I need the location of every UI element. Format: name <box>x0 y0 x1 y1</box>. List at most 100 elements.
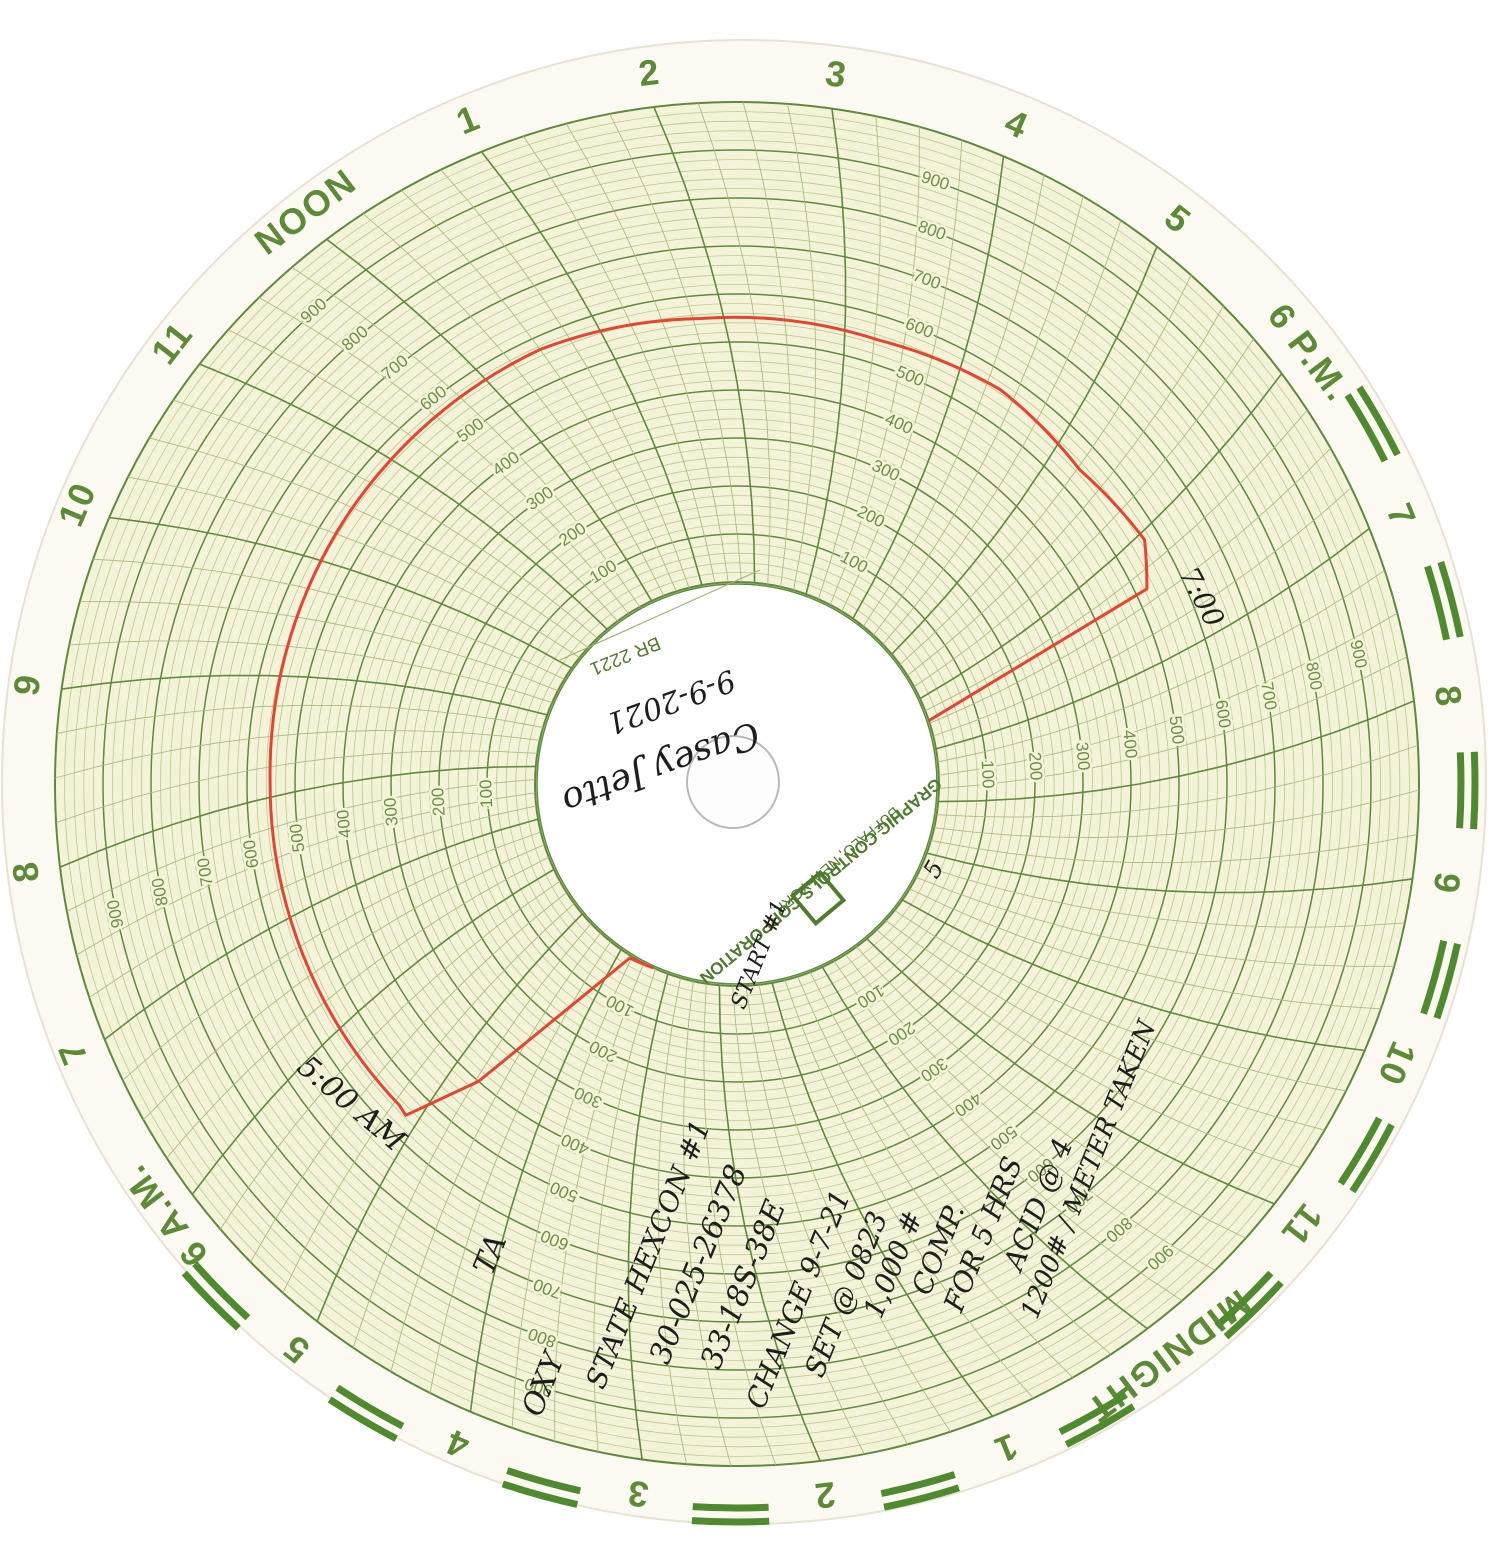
minor-grid-circle <box>217 264 1257 1304</box>
minor-grid-circle <box>179 226 1295 1342</box>
minor-grid-circle <box>141 188 1333 1380</box>
time-grid-line <box>919 373 1283 700</box>
minor-grid-circle <box>313 360 1161 1208</box>
scale-label: 800 <box>148 876 172 907</box>
minor-time-line <box>250 892 567 1263</box>
logo-box <box>789 869 847 927</box>
center-hole <box>686 735 780 829</box>
minor-time-line <box>817 116 881 600</box>
minor-grid-circle <box>496 543 978 1025</box>
time-grid-line <box>61 674 548 716</box>
minor-grid-circle <box>352 399 1122 1169</box>
minor-time-line <box>845 954 1216 1271</box>
minor-time-line <box>697 102 771 585</box>
grid-circle <box>342 389 1132 1179</box>
time-grid-line <box>935 527 1370 750</box>
time-grid-line <box>771 982 994 1417</box>
night-bar <box>1223 1280 1284 1340</box>
night-bar <box>692 1503 769 1512</box>
axis-limit-circle <box>534 581 940 987</box>
minor-time-line <box>938 612 1398 776</box>
time-grid-line <box>469 949 622 1412</box>
minor-time-line <box>758 984 951 1432</box>
minor-grid-circle <box>189 236 1285 1332</box>
time-grid-line <box>59 765 536 868</box>
time-grid-line <box>718 985 821 1462</box>
time-grid-line <box>866 938 1275 1205</box>
minor-time-line <box>127 476 580 658</box>
minor-time-line <box>565 123 729 583</box>
minor-grid-circle <box>515 562 959 1006</box>
minor-time-line <box>930 834 1418 864</box>
night-bar <box>1437 561 1464 638</box>
minor-grid-circle <box>371 418 1103 1150</box>
time-grid-line <box>191 868 555 1195</box>
minor-time-line <box>894 910 1347 1092</box>
minor-grid-circle <box>380 427 1094 1141</box>
hour-label: 2 <box>636 51 663 94</box>
hour-label: 2 <box>811 1474 838 1517</box>
minor-time-line <box>523 136 716 584</box>
minor-time-line <box>899 275 1192 665</box>
scale-label: 300 <box>1072 741 1093 771</box>
minor-time-line <box>56 704 544 734</box>
night-bar <box>1470 751 1479 830</box>
scale-label: 600 <box>1212 699 1235 730</box>
minor-grid-circle <box>227 274 1247 1294</box>
minor-time-line <box>291 266 641 608</box>
minor-time-line <box>913 338 1255 688</box>
minor-grid-circle <box>505 552 969 1016</box>
minor-time-line <box>787 103 817 591</box>
time-grid-line <box>891 246 1158 655</box>
minor-time-line <box>921 864 1405 928</box>
minor-grid-circle <box>64 111 1410 1457</box>
minor-time-line <box>362 213 665 596</box>
minor-grid-circle <box>304 351 1170 1217</box>
scale-label: 400 <box>333 809 355 839</box>
minor-grid-circle <box>73 120 1401 1448</box>
time-grid-line <box>109 516 572 669</box>
night-bar <box>192 1261 251 1321</box>
minor-time-line <box>784 980 1034 1399</box>
minor-time-line <box>511 956 633 1428</box>
scale-label: 600 <box>240 839 263 870</box>
minor-time-line <box>173 399 598 639</box>
minor-grid-circle <box>83 130 1391 1438</box>
minor-time-line <box>882 220 1122 645</box>
time-grid-line <box>480 151 703 586</box>
night-bar <box>335 1384 405 1430</box>
minor-time-line <box>400 190 677 592</box>
time-grid-line <box>902 899 1365 1052</box>
minor-time-line <box>609 113 742 583</box>
time-grid-line <box>938 700 1415 803</box>
night-bar <box>1344 393 1389 463</box>
grid-circle <box>102 149 1372 1419</box>
time-grid-line <box>653 106 756 583</box>
night-bar <box>1424 565 1450 641</box>
minor-grid-circle <box>93 140 1381 1428</box>
minor-time-line <box>885 920 1325 1131</box>
minor-time-line <box>149 437 589 648</box>
minor-time-line <box>683 981 732 1467</box>
minor-time-line <box>933 487 1352 737</box>
minor-grid-circle <box>121 168 1353 1400</box>
minor-time-line <box>916 876 1395 967</box>
grid-circle <box>198 245 1276 1323</box>
night-bar <box>883 1484 960 1511</box>
minor-time-line <box>352 923 592 1348</box>
time-grid-line <box>199 363 608 630</box>
time-grid-line <box>326 238 653 602</box>
time-grid-line <box>926 852 1413 894</box>
minor-time-line <box>934 789 1420 838</box>
minor-time-line <box>925 409 1308 712</box>
minor-time-line <box>938 656 1408 789</box>
minor-time-line <box>829 126 920 605</box>
minor-time-line <box>79 601 558 692</box>
minor-time-line <box>258 297 629 614</box>
minor-time-line <box>69 640 553 704</box>
night-bar <box>1337 1116 1383 1186</box>
minor-time-line <box>936 744 1419 818</box>
minor-time-line <box>907 305 1224 676</box>
minor-time-line <box>89 805 537 998</box>
time-grid-line <box>627 973 669 1460</box>
